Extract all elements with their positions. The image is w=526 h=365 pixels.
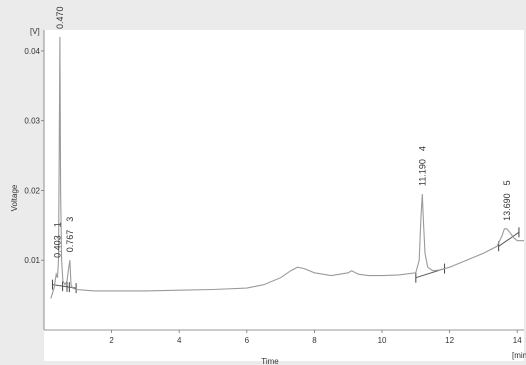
peak-time: 0.403 [53, 235, 63, 258]
peak-number: 5 [502, 180, 512, 185]
peak-number: 3 [65, 217, 75, 222]
x-tick-label: 2 [109, 336, 114, 345]
x-tick-label: 4 [177, 336, 182, 345]
peak-number: 1 [53, 222, 63, 227]
y-tick-label: 0.01 [24, 256, 40, 265]
x-axis-title: Time [261, 357, 279, 365]
peak-label: 0.403 1 [53, 222, 63, 258]
peak-label: 0.767 3 [65, 217, 75, 253]
y-tick-label: 0.02 [24, 186, 40, 195]
peak-number: 4 [417, 146, 427, 151]
peak-label: 11.190 4 [417, 146, 427, 186]
x-tick-label: 10 [378, 336, 387, 345]
x-tick-label: 8 [312, 336, 317, 345]
integration-baseline [498, 231, 520, 247]
x-axis-unit: [min] [512, 351, 526, 360]
y-tick-label: 0.03 [24, 117, 40, 126]
peak-label: 0.4702 [55, 0, 65, 29]
peak-time: 0.470 [55, 6, 65, 29]
x-tick-label: 6 [245, 336, 250, 345]
peak-time: 11.190 [417, 159, 427, 186]
peak-label: 13.690 5 [502, 180, 512, 221]
y-axis-unit: [V] [30, 27, 40, 36]
x-tick-label: 14 [513, 336, 522, 345]
legend-box [291, 40, 509, 71]
plot-area [44, 30, 524, 361]
peak-time: 0.767 [65, 230, 75, 253]
peak-time: 13.690 [502, 193, 512, 221]
y-axis-title: Voltage [10, 184, 19, 211]
y-tick-label: 0.04 [24, 47, 40, 56]
signal-trace [50, 36, 524, 299]
x-tick-label: 12 [445, 336, 454, 345]
